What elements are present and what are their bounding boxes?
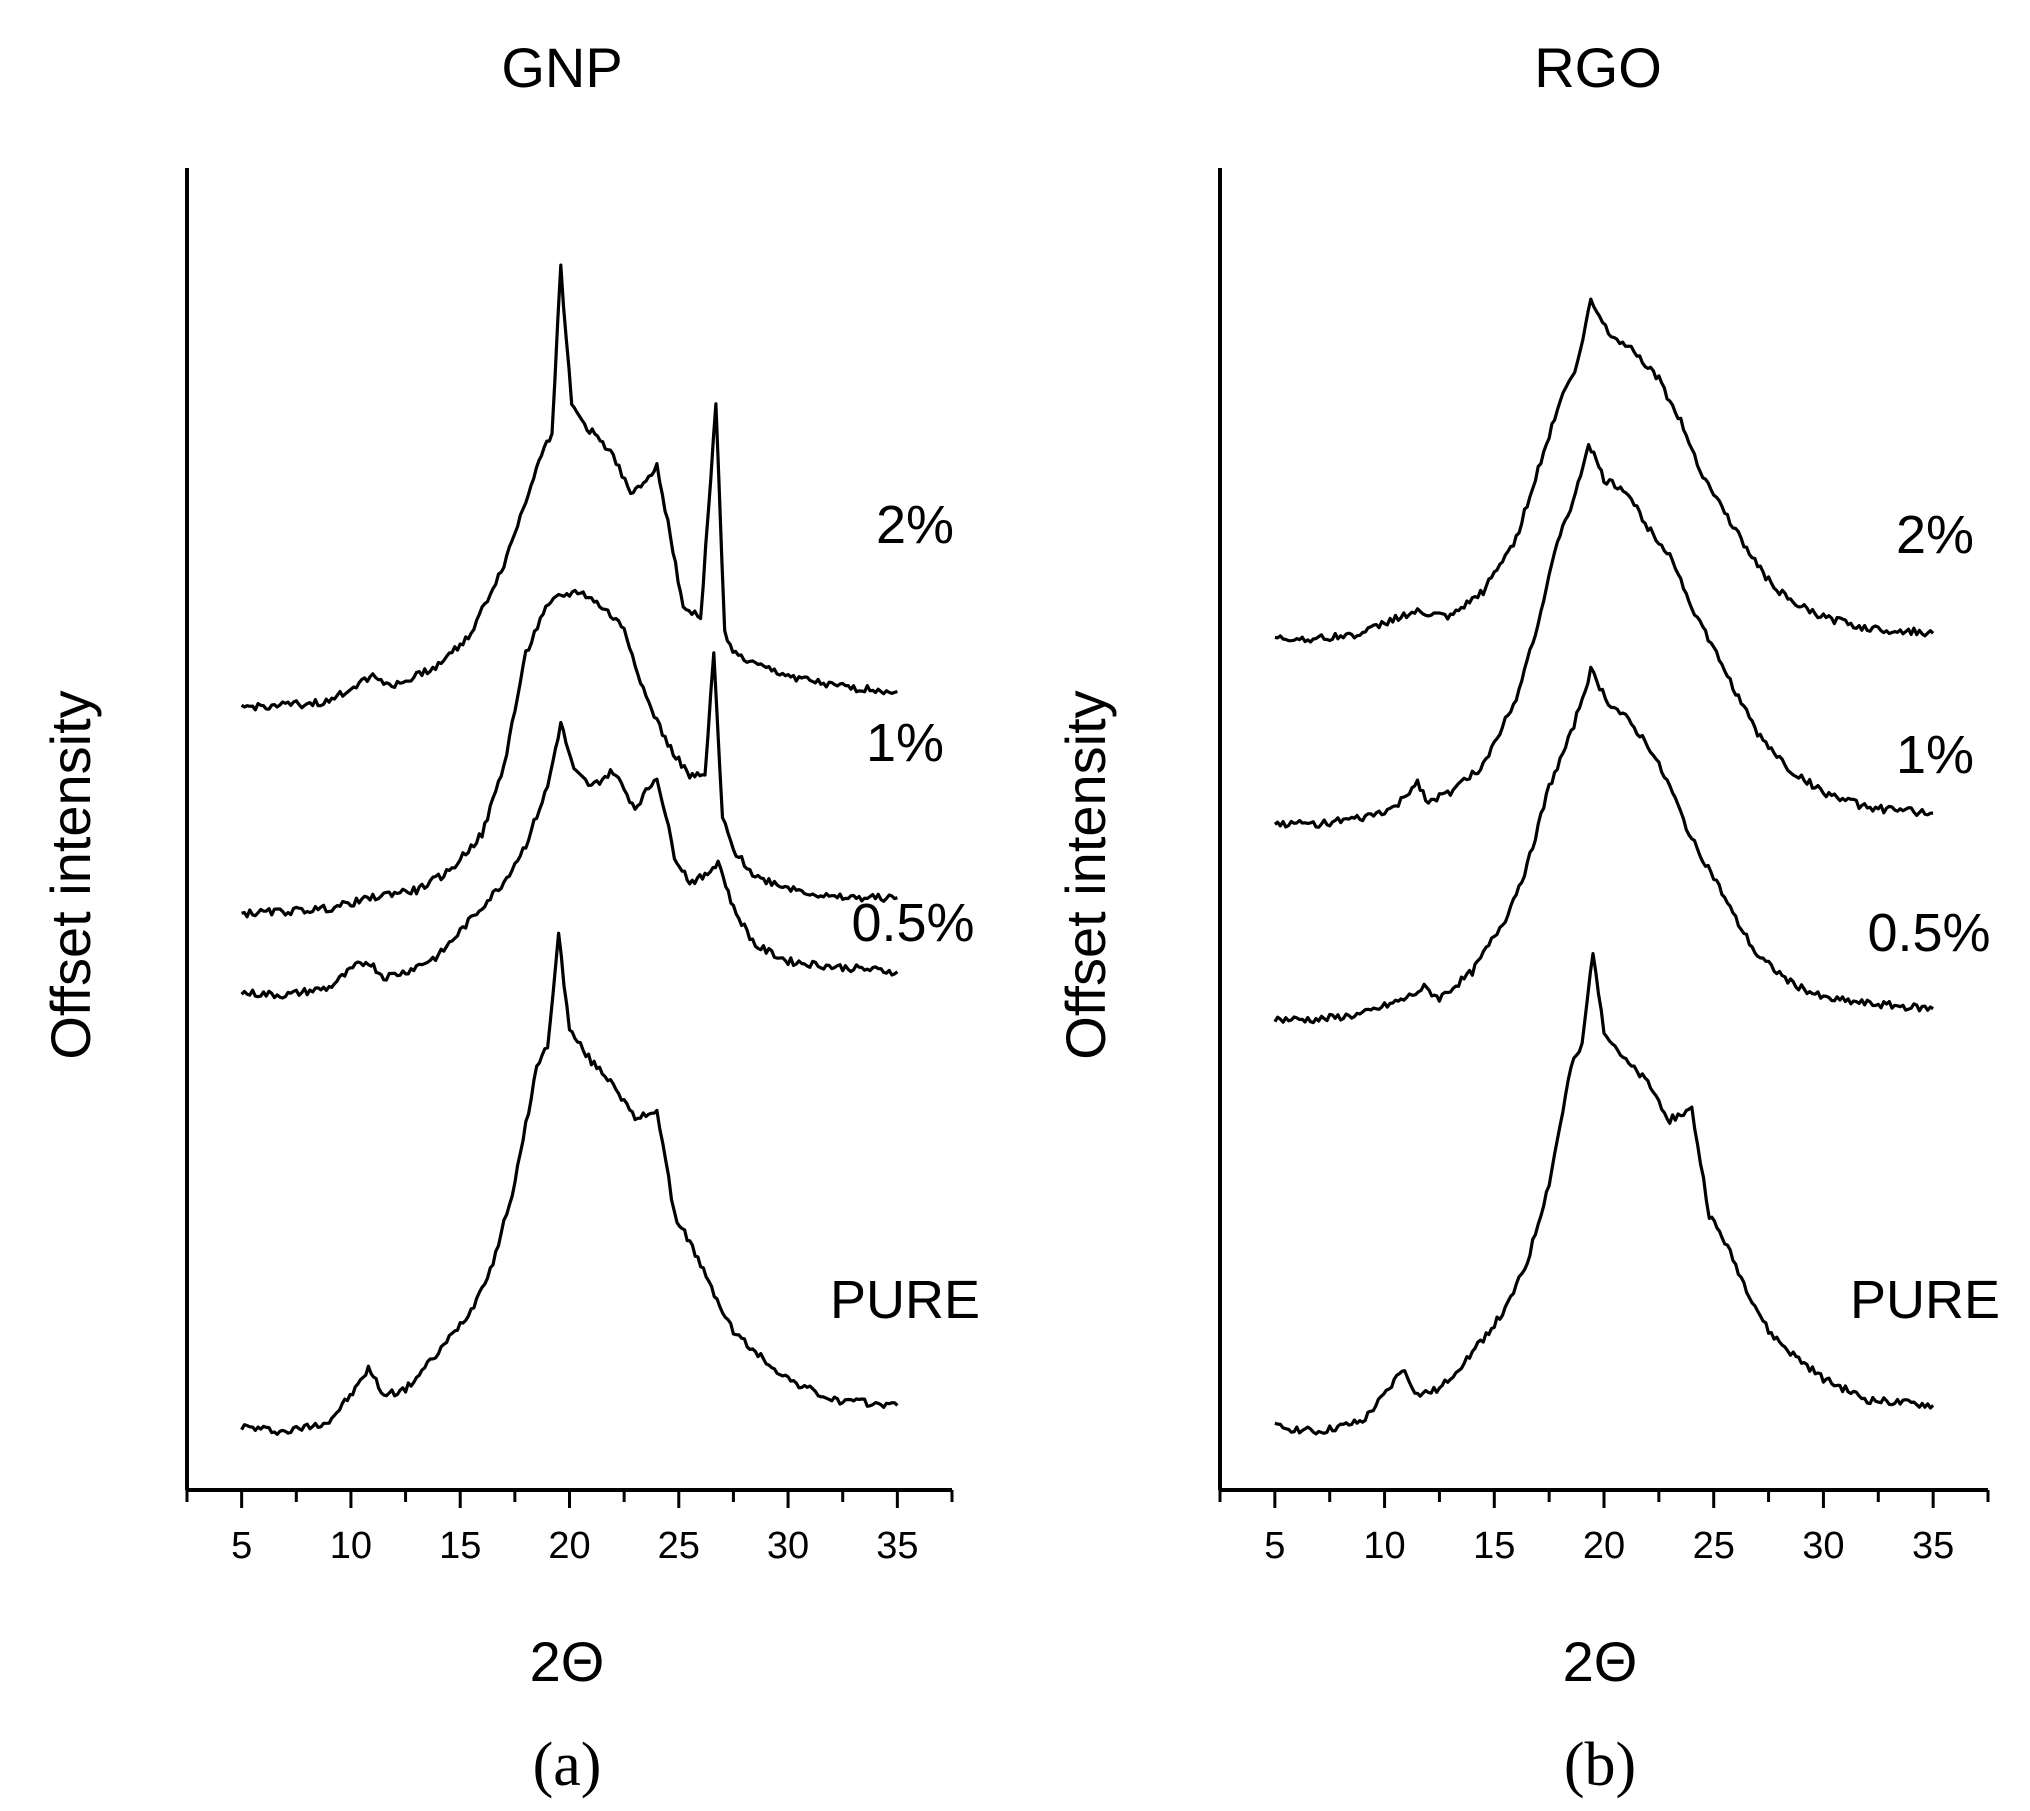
chart-title: RGO — [1534, 36, 1662, 99]
y-axis-label: Offset intensity — [39, 690, 102, 1059]
series-curves — [1273, 297, 1935, 1436]
x-tick-label: 30 — [767, 1525, 809, 1567]
series-line-2pct — [240, 263, 898, 712]
chart-rgo: RGO Offset intensity 5 10 15 20 25 30 35 2% 1%… — [1054, 36, 2000, 1799]
series-label-1pct: 1% — [1896, 725, 1974, 785]
series-label-pure: PURE — [1850, 1270, 2000, 1330]
series-label-1pct: 1% — [866, 713, 944, 773]
panel-label-b: (b) — [1564, 1731, 1636, 1799]
x-tick-label: 15 — [439, 1525, 481, 1567]
x-ticks: 5 10 15 20 25 30 35 — [185, 1490, 954, 1567]
x-tick-label: 10 — [330, 1525, 372, 1567]
x-axis-label: 2Θ — [530, 1630, 605, 1693]
x-tick-label: 5 — [231, 1525, 252, 1567]
x-tick-label: 10 — [1363, 1525, 1405, 1567]
series-line-1pct — [1273, 443, 1934, 829]
series-label-2pct: 2% — [1896, 505, 1974, 565]
series-line-pure — [240, 931, 899, 1436]
series-line-0-5pct — [240, 720, 899, 1000]
x-tick-label: 30 — [1802, 1525, 1844, 1567]
x-tick-label: 15 — [1473, 1525, 1515, 1567]
chart-gnp: GNP Offset intensity 5 10 15 20 25 30 35 2% 1%… — [39, 36, 980, 1799]
chart-title: GNP — [501, 36, 622, 99]
series-curves — [240, 263, 899, 1436]
y-axis-label: Offset intensity — [1054, 690, 1117, 1059]
x-tick-label: 35 — [876, 1525, 918, 1567]
series-line-2pct — [1274, 297, 1935, 644]
series-line-1pct — [241, 588, 898, 919]
series-line-pure — [1274, 951, 1935, 1436]
panel-label-a: (a) — [533, 1731, 602, 1799]
x-tick-label: 35 — [1912, 1525, 1954, 1567]
x-ticks: 5 10 15 20 25 30 35 — [1218, 1490, 1990, 1567]
x-tick-label: 20 — [1583, 1525, 1625, 1567]
series-label-0-5pct: 0.5% — [851, 893, 974, 953]
x-tick-label: 25 — [658, 1525, 700, 1567]
x-axis-label: 2Θ — [1563, 1630, 1638, 1693]
x-tick-label: 20 — [548, 1525, 590, 1567]
series-label-0-5pct: 0.5% — [1867, 903, 1990, 963]
series-line-0-5pct — [1273, 665, 1934, 1025]
series-label-2pct: 2% — [876, 495, 954, 555]
x-tick-label: 5 — [1264, 1525, 1285, 1567]
series-label-pure: PURE — [830, 1270, 980, 1330]
x-tick-label: 25 — [1693, 1525, 1735, 1567]
